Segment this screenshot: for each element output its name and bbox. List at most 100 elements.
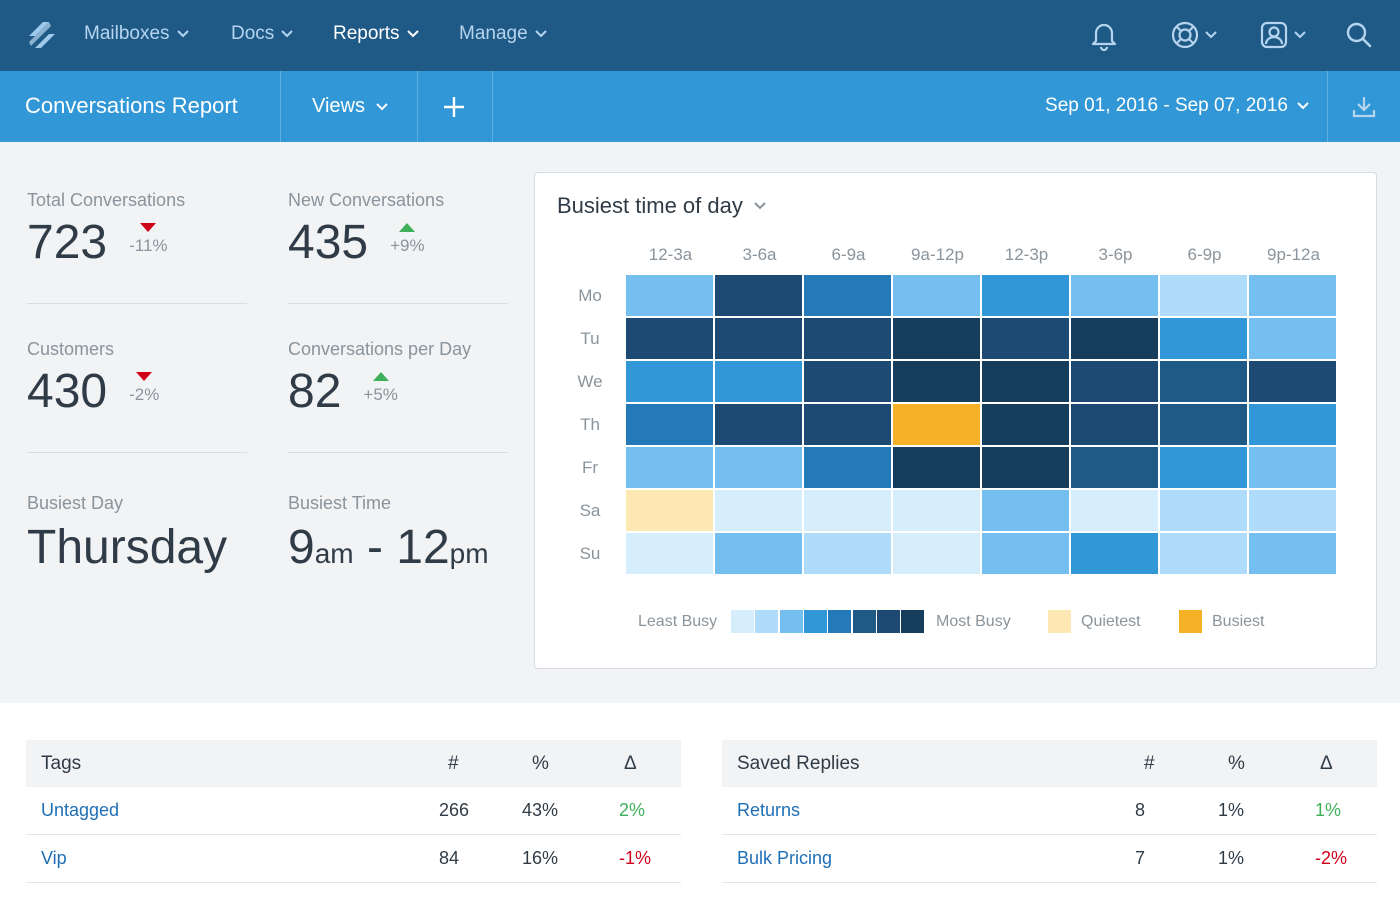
col-delta-header[interactable]: Δ xyxy=(624,753,637,774)
heatmap-cell[interactable] xyxy=(893,361,980,402)
download-icon[interactable] xyxy=(1350,93,1378,121)
row-name-link[interactable]: Returns xyxy=(737,800,801,820)
heatmap-cell[interactable] xyxy=(1160,275,1247,316)
heatmap-cell[interactable] xyxy=(1160,318,1247,359)
heatmap-cell[interactable] xyxy=(982,404,1069,445)
heatmap-cell[interactable] xyxy=(626,361,713,402)
legend-scale-swatch xyxy=(901,610,925,633)
heatmap-cell[interactable] xyxy=(715,404,802,445)
notifications-button[interactable] xyxy=(1089,18,1119,52)
helpscout-logo-icon[interactable] xyxy=(27,20,57,50)
col-count-header[interactable]: # xyxy=(448,753,459,774)
heatmap-cell[interactable] xyxy=(1249,275,1336,316)
heatmap-cell[interactable] xyxy=(626,490,713,531)
table-row[interactable]: Bulk Pricing 7 1% -2% xyxy=(722,835,1377,883)
heatmap-cell[interactable] xyxy=(982,361,1069,402)
heatmap-cell[interactable] xyxy=(1071,533,1158,574)
heatmap-title-dropdown[interactable]: Busiest time of day xyxy=(557,193,767,219)
col-pct-header[interactable]: % xyxy=(1228,753,1245,774)
stat-new-conversations: New Conversations 435 +9% xyxy=(288,190,508,271)
account-menu-button[interactable] xyxy=(1259,18,1307,52)
heatmap-cell[interactable] xyxy=(626,533,713,574)
heatmap-cell[interactable] xyxy=(804,447,891,488)
heatmap-cell[interactable] xyxy=(982,275,1069,316)
help-menu-button[interactable] xyxy=(1170,18,1218,52)
heatmap-cell[interactable] xyxy=(715,533,802,574)
heatmap-cell[interactable] xyxy=(1249,404,1336,445)
heatmap-cell[interactable] xyxy=(1160,361,1247,402)
heatmap-cell[interactable] xyxy=(626,318,713,359)
stat-value: 82 xyxy=(288,365,342,418)
report-header: Conversations Report Views Sep 01, 2016 … xyxy=(0,71,1400,142)
heatmap-cell[interactable] xyxy=(626,447,713,488)
heatmap-cell[interactable] xyxy=(715,447,802,488)
heatmap-cell[interactable] xyxy=(1160,490,1247,531)
row-name-link[interactable]: Vip xyxy=(41,848,67,868)
heatmap-cell[interactable] xyxy=(893,404,980,445)
heatmap-col-label: 12-3a xyxy=(648,245,693,264)
table-row[interactable]: Vip 84 16% -1% xyxy=(26,835,681,883)
table-row[interactable]: Untagged 266 43% 2% xyxy=(26,787,681,835)
row-count: 266 xyxy=(439,800,470,820)
heatmap-cell[interactable] xyxy=(715,490,802,531)
col-pct-header[interactable]: % xyxy=(532,753,549,774)
heatmap-cell[interactable] xyxy=(1160,447,1247,488)
heatmap-cell[interactable] xyxy=(804,404,891,445)
col-delta-header[interactable]: Δ xyxy=(1320,753,1333,774)
plus-icon[interactable] xyxy=(441,94,467,120)
delta-text: -2% xyxy=(129,385,160,404)
heatmap-cell[interactable] xyxy=(893,318,980,359)
heatmap-cell[interactable] xyxy=(1071,361,1158,402)
heatmap-cell[interactable] xyxy=(1160,404,1247,445)
divider xyxy=(417,71,418,142)
heatmap-cell[interactable] xyxy=(893,275,980,316)
stat-value: 430 xyxy=(27,365,108,418)
nav-mailboxes[interactable]: Mailboxes xyxy=(84,23,190,45)
heatmap-cell[interactable] xyxy=(982,318,1069,359)
legend-scale-swatch xyxy=(803,610,827,633)
search-button[interactable] xyxy=(1344,18,1374,52)
stat-delta: +5% xyxy=(363,372,398,405)
row-delta: 1% xyxy=(1315,800,1342,820)
nav-manage[interactable]: Manage xyxy=(459,23,548,45)
table-row[interactable]: Returns 8 1% 1% xyxy=(722,787,1377,835)
heatmap-cell[interactable] xyxy=(982,490,1069,531)
row-name-link[interactable]: Untagged xyxy=(41,800,120,820)
date-range-picker[interactable]: Sep 01, 2016 - Sep 07, 2016 xyxy=(1045,95,1310,117)
heatmap-cell[interactable] xyxy=(715,318,802,359)
heatmap-cell[interactable] xyxy=(1249,533,1336,574)
heatmap-cell[interactable] xyxy=(804,275,891,316)
col-count-header[interactable]: # xyxy=(1144,753,1155,774)
heatmap-cell[interactable] xyxy=(982,533,1069,574)
heatmap-cell[interactable] xyxy=(1160,533,1247,574)
heatmap-cell[interactable] xyxy=(1071,490,1158,531)
table-title: Tags xyxy=(41,753,82,774)
heatmap-cell[interactable] xyxy=(1249,447,1336,488)
heatmap-cell[interactable] xyxy=(1071,404,1158,445)
heatmap-cell[interactable] xyxy=(1249,361,1336,402)
heatmap-cell[interactable] xyxy=(804,490,891,531)
heatmap-cell[interactable] xyxy=(1071,275,1158,316)
heatmap-cell[interactable] xyxy=(982,447,1069,488)
stat-delta: +9% xyxy=(390,223,425,256)
heatmap-cell[interactable] xyxy=(893,490,980,531)
row-name-link[interactable]: Bulk Pricing xyxy=(737,848,833,868)
nav-docs[interactable]: Docs xyxy=(231,23,294,45)
heatmap-cell[interactable] xyxy=(715,275,802,316)
heatmap-cell[interactable] xyxy=(804,318,891,359)
heatmap-cell[interactable] xyxy=(804,361,891,402)
heatmap-cell[interactable] xyxy=(1071,318,1158,359)
heatmap-cell[interactable] xyxy=(626,404,713,445)
heatmap-cell[interactable] xyxy=(804,533,891,574)
heatmap-cell[interactable] xyxy=(893,533,980,574)
heatmap-cell[interactable] xyxy=(1071,447,1158,488)
heatmap-cell[interactable] xyxy=(715,361,802,402)
delta-text: +5% xyxy=(363,385,398,404)
views-dropdown[interactable]: Views xyxy=(312,95,389,118)
heatmap-cell[interactable] xyxy=(893,447,980,488)
nav-reports[interactable]: Reports xyxy=(333,23,420,45)
heatmap-cell[interactable] xyxy=(1249,490,1336,531)
heatmap-cell[interactable] xyxy=(626,275,713,316)
heatmap-cell[interactable] xyxy=(1249,318,1336,359)
heatmap-row-label: Th xyxy=(580,415,600,434)
